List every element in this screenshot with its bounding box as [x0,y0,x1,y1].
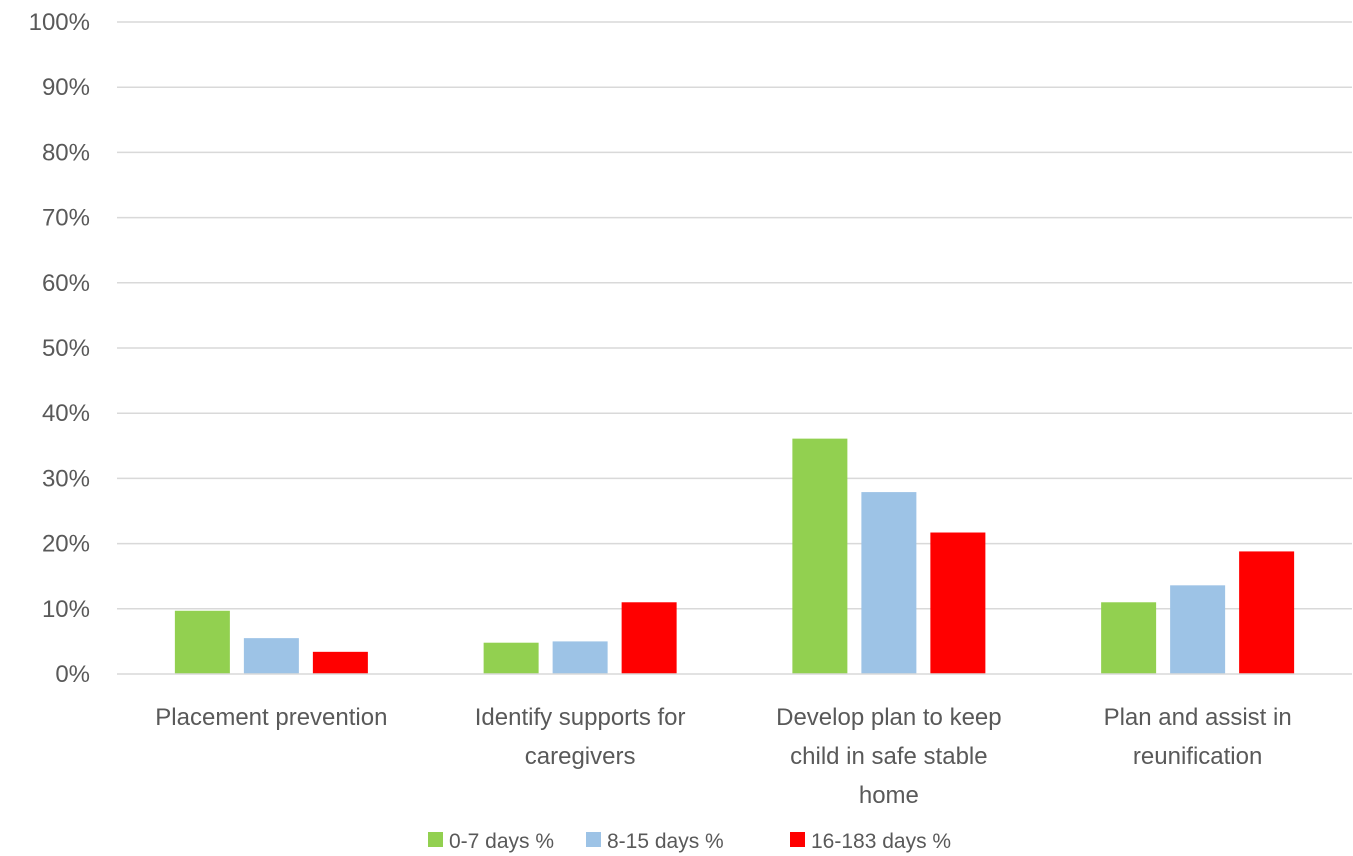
bar-3-4 [1239,551,1295,674]
legend-label: 0-7 days % [449,830,554,853]
bar-2-2 [552,641,608,674]
legend-swatch [586,832,601,847]
x-category-label: Plan and assist in [1104,704,1292,731]
y-tick-label: 60% [42,270,90,297]
y-tick-label: 90% [42,74,90,101]
bar-3-2 [621,602,677,674]
bar-3-1 [312,651,368,674]
bar-3-3 [930,532,986,674]
x-category-label: Identify supports for [475,704,686,731]
x-category-label: caregivers [525,743,636,770]
bar-2-4 [1170,585,1226,674]
legend: 0-7 days % 8-15 days % 16-183 days % [428,830,951,853]
x-category-label: Develop plan to keep [776,704,1002,731]
x-category-label: Placement prevention [155,704,387,731]
y-tick-label: 80% [42,139,90,166]
bar-2-3 [861,492,917,674]
bar-1-3 [792,438,848,674]
y-tick-label: 0% [55,661,90,688]
bar-2-1 [243,638,299,674]
y-tick-label: 20% [42,531,90,558]
bar-1-1 [174,610,230,674]
gridlines [117,21,1352,610]
bars [174,438,1295,674]
y-axis-tick-labels: 0% 10% 20% 30% 40% 50% 60% 70% 80% 90% 100% [29,9,90,688]
y-tick-label: 70% [42,205,90,232]
legend-swatch [428,832,443,847]
y-tick-label: 10% [42,596,90,623]
legend-label: 8-15 days % [607,830,724,853]
y-tick-label: 50% [42,335,90,362]
y-tick-label: 40% [42,400,90,427]
y-tick-label: 100% [29,9,90,36]
legend-swatch [790,832,805,847]
x-category-label: reunification [1133,743,1262,770]
legend-label: 16-183 days % [811,830,951,853]
bar-1-2 [483,642,539,674]
x-category-label: home [859,782,919,809]
x-axis-category-labels: Placement prevention Identify supports fo… [155,704,1291,809]
x-category-label: child in safe stable [790,743,987,770]
bar-1-4 [1101,602,1157,674]
y-tick-label: 30% [42,465,90,492]
